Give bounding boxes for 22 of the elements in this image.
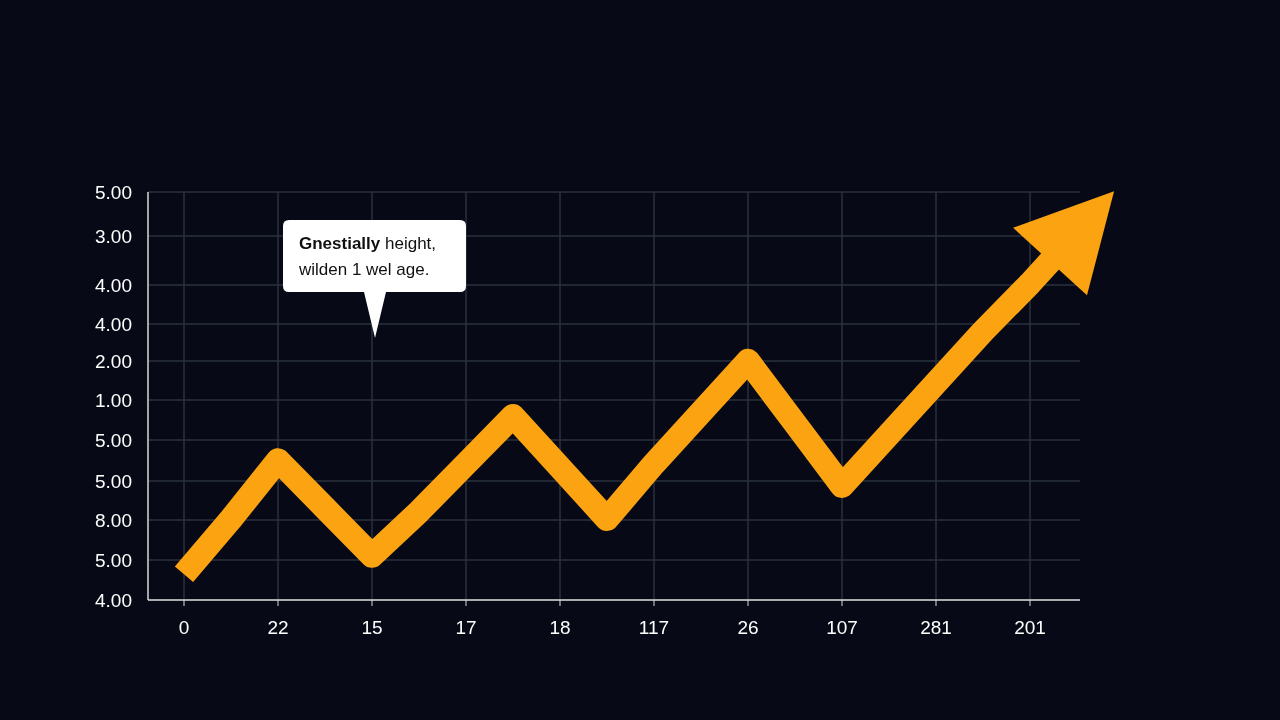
x-tick-label: 281 bbox=[920, 617, 952, 638]
text: 4.00 bbox=[95, 589, 132, 611]
text: 2.00 bbox=[95, 350, 132, 372]
x-tick-label: 0 bbox=[178, 617, 190, 638]
x-tick-label: 26 bbox=[737, 617, 759, 638]
annotation: Gnestially height, wilden 1 wel age. bbox=[298, 234, 437, 279]
text: 3.00 bbox=[95, 225, 132, 247]
x-tick-label: 117 bbox=[638, 617, 670, 638]
text: 4.00 bbox=[95, 313, 132, 335]
x-tick-label: 22 bbox=[267, 617, 289, 638]
x-tick-label: 201 bbox=[1014, 617, 1046, 638]
text: 5.00 bbox=[95, 470, 132, 492]
x-tick-label: 107 bbox=[826, 617, 858, 638]
text: 4.00 bbox=[95, 274, 132, 296]
text: 5.00 bbox=[95, 181, 132, 203]
text: 8.00 bbox=[95, 509, 132, 531]
x-tick-label: 18 bbox=[549, 617, 571, 638]
text: 5.00 bbox=[95, 549, 132, 571]
x-tick-label: 15 bbox=[361, 617, 383, 638]
text: 1.00 bbox=[95, 389, 132, 411]
x-tick-label: 17 bbox=[455, 617, 477, 638]
text: 5.00 bbox=[95, 429, 132, 451]
